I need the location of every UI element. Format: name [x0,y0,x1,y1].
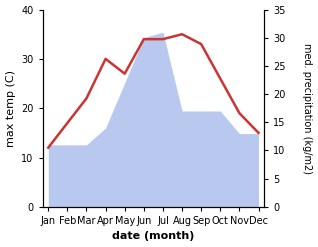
Y-axis label: max temp (C): max temp (C) [5,70,16,147]
Y-axis label: med. precipitation (kg/m2): med. precipitation (kg/m2) [302,43,313,174]
X-axis label: date (month): date (month) [112,231,195,242]
